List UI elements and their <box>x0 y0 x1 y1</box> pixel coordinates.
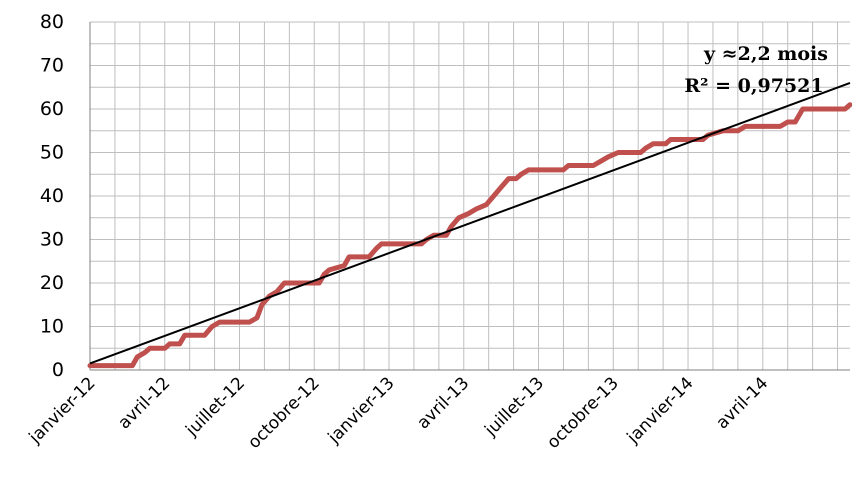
y-axis-tick-labels: 0 10 20 30 40 50 60 70 80 <box>40 11 64 381</box>
series-line <box>87 102 852 369</box>
y-tick-label: 50 <box>40 142 64 164</box>
x-tick-label: octobre-12 <box>244 373 324 453</box>
y-tick-label: 80 <box>40 11 64 33</box>
x-tick-label: juillet-12 <box>181 373 249 441</box>
y-tick-label: 60 <box>40 98 64 120</box>
y-tick-label: 40 <box>40 185 64 207</box>
trendline <box>89 81 851 365</box>
x-tick-label: avril-13 <box>413 373 473 433</box>
y-tick-label: 70 <box>40 55 64 77</box>
trendline-annotation: y ≈2,2 mois R² = 0,97521 <box>684 43 828 97</box>
trendline-equation: y ≈2,2 mois <box>703 43 828 65</box>
y-tick-label: 0 <box>52 359 64 381</box>
y-tick-label: 20 <box>40 272 64 294</box>
x-tick-label: janvier-12 <box>25 373 100 448</box>
y-tick-label: 10 <box>40 316 64 338</box>
axes <box>89 22 850 371</box>
x-tick-label: janvier-14 <box>623 373 698 448</box>
x-tick-label: janvier-13 <box>324 373 399 448</box>
series-layer <box>87 102 852 369</box>
trendline-layer <box>89 81 851 365</box>
grid-lines <box>90 21 850 370</box>
x-tick-label: avril-14 <box>712 373 772 433</box>
x-tick-label: juillet-13 <box>480 373 548 441</box>
x-tick-label: avril-12 <box>114 373 174 433</box>
y-tick-label: 30 <box>40 229 64 251</box>
x-tick-label: octobre-13 <box>543 373 623 453</box>
trendline-r-squared: R² = 0,97521 <box>684 75 823 97</box>
